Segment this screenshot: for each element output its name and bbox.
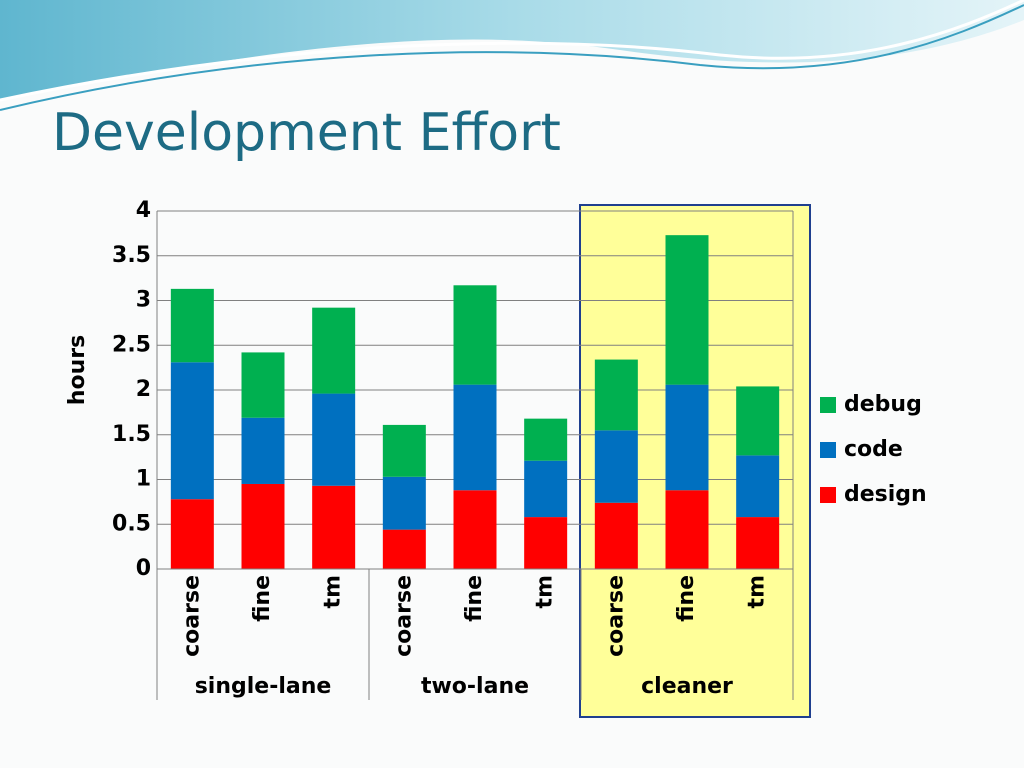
bar-segment — [736, 517, 780, 569]
x-tick-label: fine — [674, 575, 699, 622]
x-tick-label: tm — [745, 575, 770, 608]
bar-segment — [312, 485, 356, 569]
bar-segment — [594, 359, 638, 431]
y-tick-label: 2.5 — [112, 332, 151, 357]
bar-segment — [241, 417, 285, 484]
bar-segment — [594, 502, 638, 569]
bar-segment — [453, 285, 497, 385]
y-tick-label: 0.5 — [112, 511, 151, 536]
legend-swatch — [820, 487, 836, 503]
bar-segment — [312, 307, 356, 394]
legend-label: code — [844, 437, 903, 462]
bar-segment — [736, 455, 780, 518]
x-tick-label: fine — [462, 575, 487, 622]
legend-label: debug — [844, 392, 922, 417]
bar-segment — [665, 490, 709, 569]
bar-segment — [241, 483, 285, 569]
bar-segment — [382, 529, 426, 569]
bar-segment — [524, 517, 568, 569]
bar-segment — [312, 393, 356, 486]
bar-segment — [524, 418, 568, 461]
header-wave — [0, 0, 1024, 100]
x-tick-label: coarse — [603, 575, 628, 657]
chart-title: Development Effort — [52, 103, 561, 163]
y-axis-label: hours — [65, 335, 90, 405]
legend-swatch — [820, 397, 836, 413]
bar-segment — [594, 430, 638, 503]
bar-segment — [453, 490, 497, 569]
bar-segment — [170, 362, 214, 500]
x-tick-label: tm — [321, 575, 346, 608]
x-tick-label: fine — [250, 575, 275, 622]
y-tick-label: 2 — [136, 377, 151, 402]
y-tick-label: 1 — [136, 467, 151, 492]
legend-label: design — [844, 482, 927, 507]
bar-segment — [170, 499, 214, 569]
y-tick-label: 1.5 — [112, 422, 151, 447]
bar-segment — [665, 235, 709, 385]
bar-segment — [382, 476, 426, 530]
wave-line — [0, 4, 1024, 111]
bar-segment — [453, 384, 497, 491]
bar-segment — [241, 352, 285, 418]
bar-segment — [382, 424, 426, 477]
group-label: cleaner — [641, 674, 733, 699]
y-tick-label: 3.5 — [112, 243, 151, 268]
y-tick-label: 0 — [136, 556, 151, 581]
y-tick-label: 4 — [136, 198, 151, 223]
x-tick-label: tm — [533, 575, 558, 608]
x-tick-label: coarse — [179, 575, 204, 657]
y-tick-label: 3 — [136, 288, 151, 313]
group-label: two-lane — [421, 674, 529, 699]
bar-segment — [170, 288, 214, 363]
bar-segment — [665, 384, 709, 491]
legend-swatch — [820, 442, 836, 458]
bar-segment — [524, 460, 568, 518]
bar-segment — [736, 386, 780, 456]
wave-line — [0, 0, 1024, 102]
group-label: single-lane — [195, 674, 332, 699]
x-tick-label: coarse — [391, 575, 416, 657]
